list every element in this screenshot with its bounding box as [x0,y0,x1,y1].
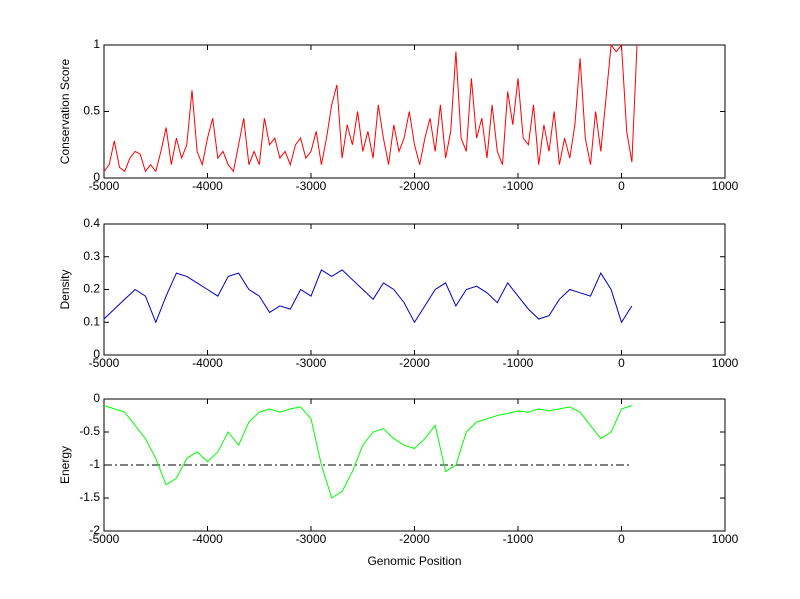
x-tick-label: 1000 [712,179,739,193]
x-tick-label: -2000 [399,532,430,546]
y-tick-label: 0.1 [83,314,100,328]
x-tick-label: -3000 [296,532,327,546]
x-tick-label: -2000 [399,179,430,193]
y-tick-label: -1 [89,457,100,471]
x-tick-label: -2000 [399,356,430,370]
x-tick-label: -3000 [296,356,327,370]
data-line [103,269,633,324]
y-tick-label: 0 [93,391,100,405]
x-tick-label: -4000 [192,532,223,546]
y-tick-label: 0.3 [83,249,100,263]
y-tick-label: 0 [93,170,100,184]
axes-box [103,223,726,356]
x-tick-label: -1000 [503,532,534,546]
y-tick-label: 0 [93,347,100,361]
data-line [103,43,638,173]
y-axis-label: Density [58,269,72,309]
data-line [103,405,633,499]
x-tick-label: 0 [618,179,625,193]
y-axis-label: Conservation Score [58,58,72,164]
y-tick-label: 0.5 [83,104,100,118]
x-tick-label: 1000 [712,356,739,370]
x-axis-label: Genomic Position [367,554,461,568]
y-tick-label: 0.2 [83,282,100,296]
y-tick-label: -1.5 [79,490,100,504]
x-tick-label: -4000 [192,356,223,370]
y-tick-label: -2 [89,523,100,537]
x-tick-label: -1000 [503,179,534,193]
x-tick-label: -5000 [89,179,120,193]
x-tick-label: 1000 [712,532,739,546]
axes-box [103,44,726,179]
x-tick-label: -4000 [192,179,223,193]
y-axis-label: Energy [58,446,72,484]
y-tick-label: 0.4 [83,216,100,230]
x-tick-label: -5000 [89,532,120,546]
y-tick-label: -0.5 [79,424,100,438]
x-tick-label: 0 [618,532,625,546]
x-tick-label: 0 [618,356,625,370]
x-tick-label: -5000 [89,356,120,370]
x-tick-label: -3000 [296,179,327,193]
y-tick-label: 1 [93,37,100,51]
x-tick-label: -1000 [503,356,534,370]
